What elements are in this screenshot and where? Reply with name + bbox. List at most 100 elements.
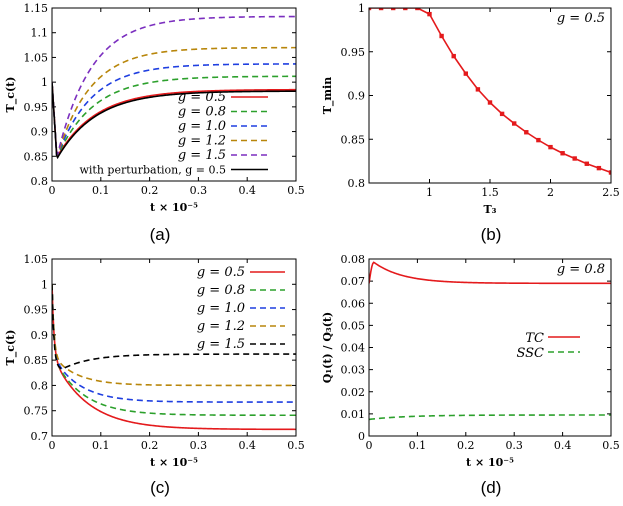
y-tick-label: 1: [41, 76, 48, 89]
series-line-1: [52, 284, 296, 431]
series-line-1: [369, 8, 611, 174]
x-tick-label: 1.5: [481, 186, 499, 199]
annotation: g = 0.8: [557, 262, 605, 277]
data-point: [463, 71, 468, 76]
legend-label: SSC: [516, 346, 544, 361]
y-tick-label: 1.05: [24, 51, 49, 64]
plot-area: [369, 261, 611, 421]
series-line-2: [52, 75, 296, 158]
x-tick-label: 0.4: [238, 184, 256, 197]
y-tick-label: 1: [358, 2, 365, 15]
y-axis-label: T_c(t): [4, 77, 18, 113]
panel-c: 0 0.1 0.2 0.3 0.4 0.5 0.7 0.75 0.8 0.85 0.9 0.95 1 1.…: [4, 253, 305, 497]
y-tick-label: 0.04: [341, 342, 366, 355]
x-tick-label: 0.4: [238, 439, 256, 452]
series-line-5: [52, 284, 296, 370]
series-line-2: [369, 414, 611, 421]
x-tick-label: 0.4: [554, 439, 572, 452]
y-tick-label: 1.05: [24, 253, 49, 266]
legend-label: TC: [525, 331, 544, 346]
y-tick-label: 0.95: [24, 101, 49, 114]
x-tick-label: 0.3: [190, 439, 208, 452]
x-tick-label: 2.5: [602, 186, 620, 199]
panel-a: 0 0.1 0.2 0.3 0.4 0.5 0.8 0.85 0.9 0.95 1 1.05 1.1 1.…: [4, 2, 305, 244]
legend-label: g = 0.5: [197, 265, 245, 280]
y-axis-label: Q₁(t) / Q₃(t): [321, 312, 334, 383]
y-tick-label: 0.95: [24, 304, 49, 317]
legend-label: with perturbation, g = 0.5: [80, 164, 227, 177]
y-tick-label: 1.1: [31, 27, 49, 40]
plot-area: [369, 8, 611, 175]
y-tick-label: 0.02: [341, 386, 366, 399]
panel-label: (a): [150, 225, 171, 244]
plot-area: [52, 284, 296, 431]
y-tick-label: 0.9: [31, 329, 49, 342]
x-tick-label: 0.2: [141, 184, 159, 197]
plot-frame: [368, 258, 612, 437]
data-point: [548, 144, 553, 150]
plot-frame: [368, 7, 612, 184]
data-point: [608, 170, 611, 175]
x-tick-label: 0: [366, 439, 373, 452]
y-tick-label: 0.07: [341, 275, 366, 288]
plot-frame: [51, 258, 297, 437]
x-tick-label: 0: [49, 439, 56, 452]
x-tick-label: 0.3: [505, 439, 523, 452]
y-tick-label: 0.8: [348, 177, 366, 190]
data-point: [427, 11, 432, 17]
data-point: [536, 137, 541, 143]
data-point: [439, 33, 444, 39]
y-tick-label: 0.08: [341, 253, 366, 266]
legend-label: g = 0.5: [178, 90, 226, 105]
series-line-4: [52, 284, 296, 387]
data-point: [475, 87, 481, 92]
y-tick-label: 0.9: [348, 90, 366, 103]
x-tick-label: 0.1: [92, 439, 110, 452]
series-line-4: [52, 46, 296, 156]
data-point: [560, 151, 565, 156]
series-line-1: [369, 261, 611, 285]
panel-label: (d): [481, 478, 502, 497]
x-tick-label: 0.5: [287, 439, 305, 452]
y-tick-label: 0.03: [341, 364, 366, 377]
legend-label: g = 1.0: [178, 119, 226, 134]
y-tick-label: 0.85: [24, 354, 49, 367]
x-tick-label: 2: [547, 186, 554, 199]
y-tick-label: 0: [358, 430, 365, 443]
legend-label: g = 1.5: [178, 148, 226, 163]
series-line-3: [52, 284, 296, 403]
legend-label: g = 1.2: [197, 319, 245, 334]
x-tick-label: 0.3: [190, 184, 208, 197]
data-point: [584, 161, 589, 166]
y-tick-label: 1: [41, 278, 48, 291]
data-point: [524, 130, 529, 135]
data-point: [512, 121, 517, 126]
data-point: [572, 156, 577, 161]
x-tick-label: 0.5: [602, 439, 620, 452]
x-tick-label: 0.2: [141, 439, 159, 452]
x-tick-label: 1: [426, 186, 433, 199]
data-point: [415, 8, 420, 11]
y-tick-label: 0.8: [31, 379, 49, 392]
x-axis-label: T₃: [483, 203, 496, 216]
legend-label: g = 1.5: [197, 337, 245, 352]
y-tick-label: 0.85: [24, 150, 49, 163]
series-line-3: [52, 63, 296, 157]
plot-frame: [51, 7, 297, 182]
y-axis-label: T_c(t): [4, 330, 18, 366]
x-tick-label: 0.2: [457, 439, 475, 452]
series-line-2: [52, 284, 296, 417]
x-axis-label: t × 10⁻⁵: [150, 201, 198, 214]
data-point: [378, 8, 384, 11]
panel-b: 1 1.5 2 2.5 0.8 0.85 0.9 0.95 1 T₃ T_min (b) g = 0.5: [321, 2, 620, 244]
annotation: g = 0.5: [557, 11, 605, 26]
series-line-6: [52, 82, 296, 160]
x-axis-label: t × 10⁻⁵: [150, 456, 198, 469]
y-tick-label: 0.95: [341, 46, 366, 59]
legend-label: g = 1.2: [178, 134, 226, 149]
panel-d: 0 0.1 0.2 0.3 0.4 0.5 0 0.01 0.02 0.03 0.04 0.05 0.0…: [321, 253, 620, 497]
x-tick-label: 0.1: [92, 184, 110, 197]
data-point: [369, 8, 372, 11]
y-tick-label: 0.06: [341, 297, 366, 310]
data-point: [451, 53, 456, 59]
